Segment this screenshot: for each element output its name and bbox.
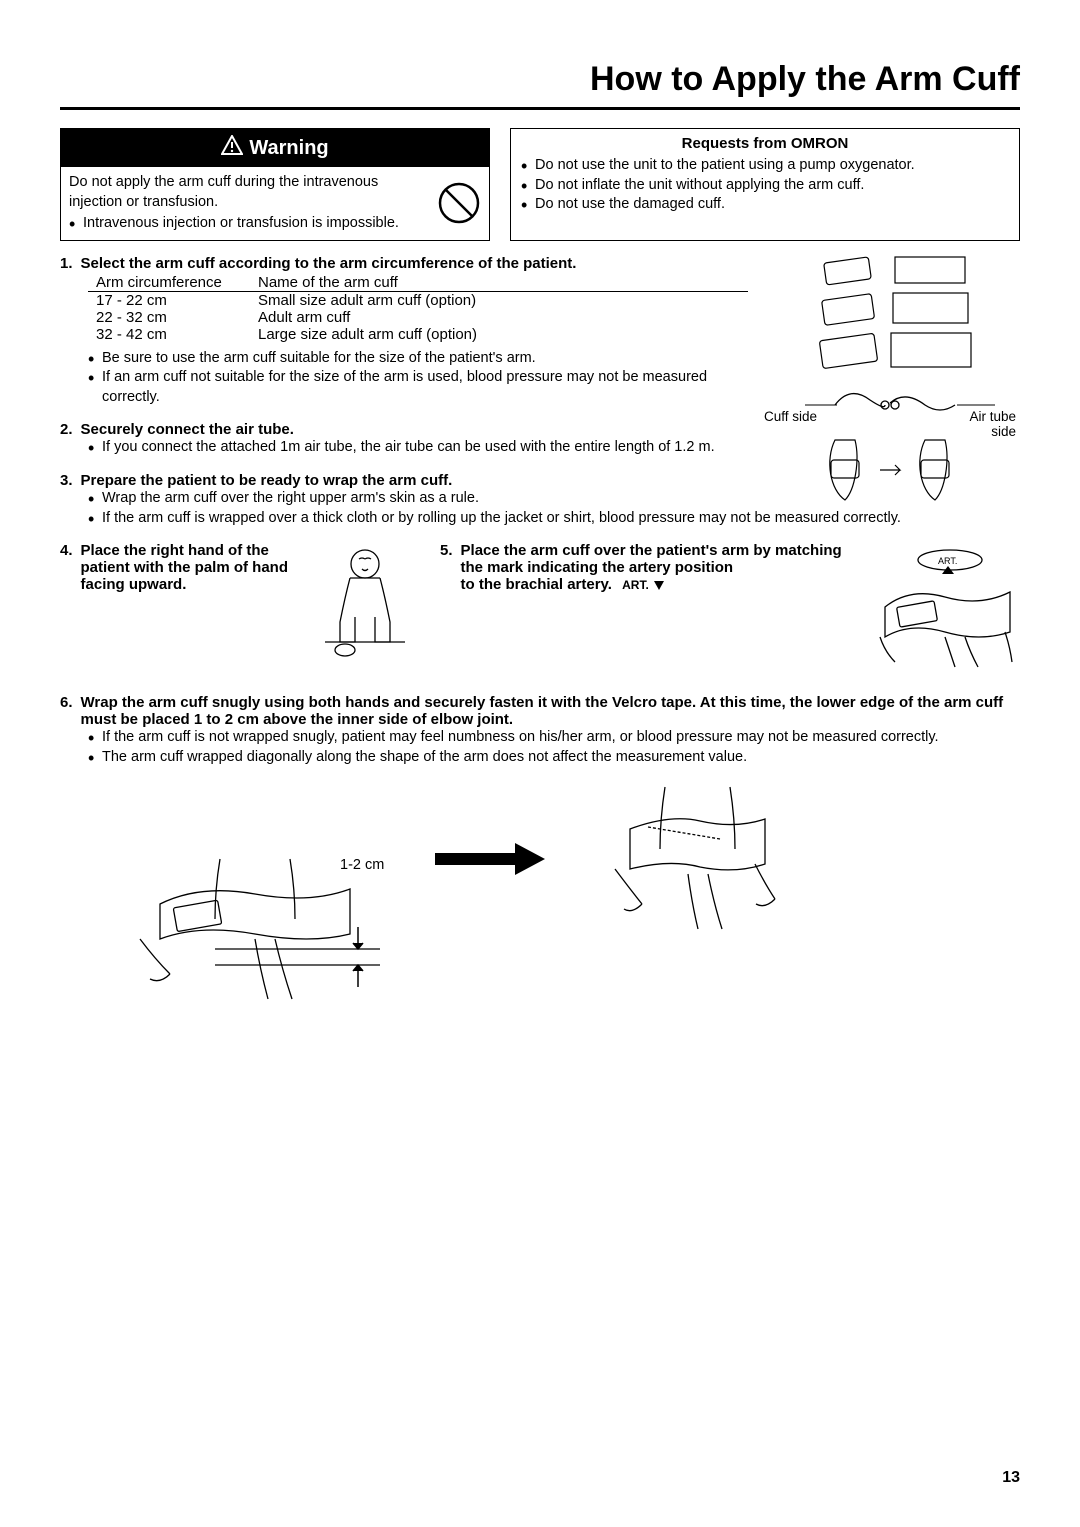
cell-name: Small size adult arm cuff (option) xyxy=(258,292,598,309)
step-1: 1. Select the arm cuff according to the … xyxy=(60,255,748,408)
table-row: 22 - 32 cm Adult arm cuff xyxy=(88,309,748,326)
table-header-name: Name of the arm cuff xyxy=(258,274,598,291)
step6-note: The arm cuff wrapped diagonally along th… xyxy=(88,748,1020,768)
requests-title: Requests from OMRON xyxy=(521,135,1009,152)
cell-circ: 32 - 42 cm xyxy=(88,326,258,343)
cuff-sizes-diagram: Cuff side Air tube side xyxy=(760,255,1020,472)
art-label: ART. xyxy=(622,578,649,592)
cell-circ: 17 - 22 cm xyxy=(88,292,258,309)
step-num: 6. xyxy=(60,694,73,728)
step3-note: Wrap the arm cuff over the right upper a… xyxy=(88,489,1020,509)
step3-note: If the arm cuff is wrapped over a thick … xyxy=(88,509,1020,529)
warning-header: Warning xyxy=(61,129,489,167)
requests-item: Do not inflate the unit without applying… xyxy=(521,176,1009,196)
page-title: How to Apply the Arm Cuff xyxy=(60,60,1020,110)
steps-4-5-row: 4. Place the right hand of the patient w… xyxy=(60,542,1020,676)
wrap-cuff-left-diagram: 1-2 cm xyxy=(100,849,400,873)
step1-note: If an arm cuff not suitable for the size… xyxy=(88,368,748,407)
step-6: 6. Wrap the arm cuff snugly using both h… xyxy=(60,694,1020,943)
step5-title-a: Place the arm cuff over the patient's ar… xyxy=(461,542,842,576)
requests-box: Requests from OMRON Do not use the unit … xyxy=(510,128,1020,241)
prohibit-icon xyxy=(437,181,481,225)
warning-sub: Intravenous injection or transfusion is … xyxy=(69,214,429,234)
cuff-side-label: Cuff side xyxy=(764,409,817,439)
cell-circ: 22 - 32 cm xyxy=(88,309,258,326)
step-2: 2. Securely connect the air tube. If you… xyxy=(60,421,748,458)
art-label-in-fig: ART. xyxy=(938,556,957,566)
page-number: 13 xyxy=(1002,1469,1020,1487)
step-num: 3. xyxy=(60,472,73,489)
top-boxes: Warning Do not apply the arm cuff during… xyxy=(60,128,1020,241)
requests-list: Do not use the unit to the patient using… xyxy=(521,156,1009,215)
arrow-right-icon xyxy=(430,839,550,883)
warning-text: Do not apply the arm cuff during the int… xyxy=(69,173,429,234)
requests-item: Do not use the damaged cuff. xyxy=(521,195,1009,215)
step-title: Securely connect the air tube. xyxy=(81,421,294,438)
step-num: 2. xyxy=(60,421,73,438)
cell-name: Large size adult arm cuff (option) xyxy=(258,326,598,343)
warning-label: Warning xyxy=(249,137,328,160)
step2-note: If you connect the attached 1m air tube,… xyxy=(88,438,748,458)
cell-name: Adult arm cuff xyxy=(258,309,598,326)
step-title: Place the right hand of the patient with… xyxy=(81,542,290,593)
step6-note: If the arm cuff is not wrapped snugly, p… xyxy=(88,728,1020,748)
step1-note: Be sure to use the arm cuff suitable for… xyxy=(88,349,748,369)
warning-main: Do not apply the arm cuff during the int… xyxy=(69,173,429,212)
table-header-circumference: Arm circumference xyxy=(88,274,258,291)
step-num: 5. xyxy=(440,542,453,593)
requests-item: Do not use the unit to the patient using… xyxy=(521,156,1009,176)
table-row: 32 - 42 cm Large size adult arm cuff (op… xyxy=(88,326,748,343)
step-num: 4. xyxy=(60,542,73,593)
table-row: 17 - 22 cm Small size adult arm cuff (op… xyxy=(88,292,748,309)
step6-figures: 1-2 cm xyxy=(100,779,1020,943)
step-title: Select the arm cuff according to the arm… xyxy=(81,255,577,272)
step-title: Prepare the patient to be ready to wrap … xyxy=(81,472,453,489)
step-num: 1. xyxy=(60,255,73,272)
warning-box: Warning Do not apply the arm cuff during… xyxy=(60,128,490,241)
patient-palm-up-diagram xyxy=(310,542,420,676)
warning-triangle-icon xyxy=(221,135,243,161)
step-title: Place the arm cuff over the patient's ar… xyxy=(461,542,850,593)
step-title: Wrap the arm cuff snugly using both hand… xyxy=(81,694,1020,728)
step5-title-b: to the brachial artery. xyxy=(461,576,612,593)
air-tube-side-label: Air tube side xyxy=(946,409,1016,439)
wrap-cuff-right-diagram xyxy=(580,779,800,943)
artery-mark-inline: ART. xyxy=(622,578,665,592)
artery-cuff-diagram: ART. xyxy=(870,542,1020,676)
cuff-size-table: Arm circumference Name of the arm cuff 1… xyxy=(88,274,748,343)
